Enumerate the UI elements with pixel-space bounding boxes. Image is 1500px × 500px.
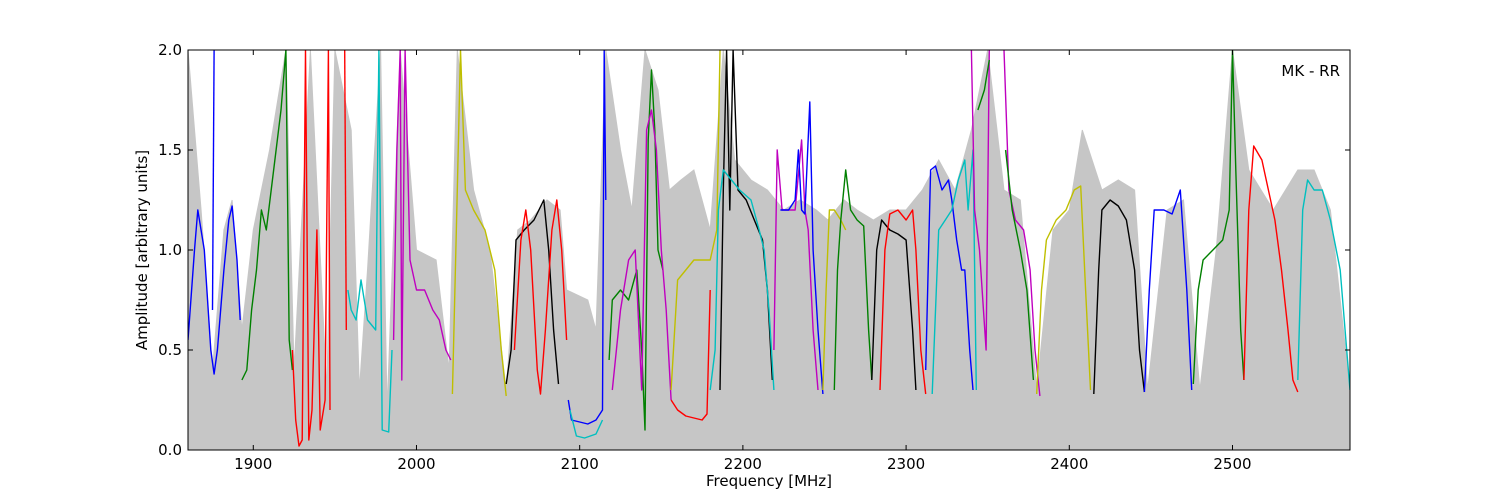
y-tick-label: 0.5 <box>158 341 182 359</box>
series-line-3 <box>241 50 294 381</box>
series-line-7 <box>392 50 452 381</box>
series-line-8 <box>451 50 507 397</box>
y-tick-label: 1.5 <box>158 141 182 159</box>
series-line-27 <box>970 50 990 351</box>
series-line-24 <box>879 209 927 395</box>
x-tick-label: 1900 <box>234 455 272 473</box>
series-line-2 <box>211 50 215 311</box>
plot-area <box>188 50 1350 450</box>
series-line-34 <box>1192 50 1245 385</box>
series-line-20 <box>780 101 824 395</box>
x-tick-label: 2400 <box>1050 455 1088 473</box>
x-axis-label: Frequency [MHz] <box>706 472 832 490</box>
series-line-18 <box>709 169 775 391</box>
series-line-13 <box>608 69 664 431</box>
series-line-1 <box>188 205 241 375</box>
series-line-25 <box>925 165 974 391</box>
series-line-9 <box>505 199 560 385</box>
series-line-36 <box>1297 179 1350 391</box>
background-envelope <box>188 50 1350 450</box>
series-line-22 <box>833 169 873 391</box>
y-axis-label: Amplitude [arbitrary units] <box>133 150 151 350</box>
x-tick-label: 2100 <box>561 455 599 473</box>
series-line-12 <box>569 409 604 439</box>
axis-ticks: 1900 2000 2100 2200 2300 2400 2500 0.0 0.5 1.0 1.5… <box>158 41 1350 473</box>
series-line-35 <box>1243 145 1299 393</box>
series-line-33 <box>1143 189 1193 393</box>
series-line-30 <box>1004 149 1035 381</box>
x-tick-label: 2000 <box>397 455 435 473</box>
y-tick-label: 2.0 <box>158 41 182 59</box>
series-line-28 <box>977 59 990 111</box>
y-tick-label: 1.0 <box>158 241 182 259</box>
series-line-31 <box>1036 185 1092 395</box>
x-tick-label: 2500 <box>1213 455 1251 473</box>
series-line-15 <box>670 50 721 391</box>
y-tick-label: 0.0 <box>158 441 182 459</box>
series-line-26 <box>931 149 977 395</box>
series-line-14 <box>611 109 672 401</box>
annotation-label: MK - RR <box>1281 62 1340 80</box>
series-line-32 <box>1093 199 1146 395</box>
series-line-6 <box>347 50 393 433</box>
series-line-10 <box>513 199 568 395</box>
series-line-4 <box>291 50 331 447</box>
series-line-16 <box>670 289 711 421</box>
series-line-21 <box>822 209 847 391</box>
series-line-23 <box>871 219 917 391</box>
series-line-29 <box>1003 50 1041 397</box>
series-line-19 <box>773 139 819 391</box>
x-tick-label: 2200 <box>724 455 762 473</box>
x-tick-label: 2300 <box>887 455 925 473</box>
series-line-5 <box>344 50 347 331</box>
